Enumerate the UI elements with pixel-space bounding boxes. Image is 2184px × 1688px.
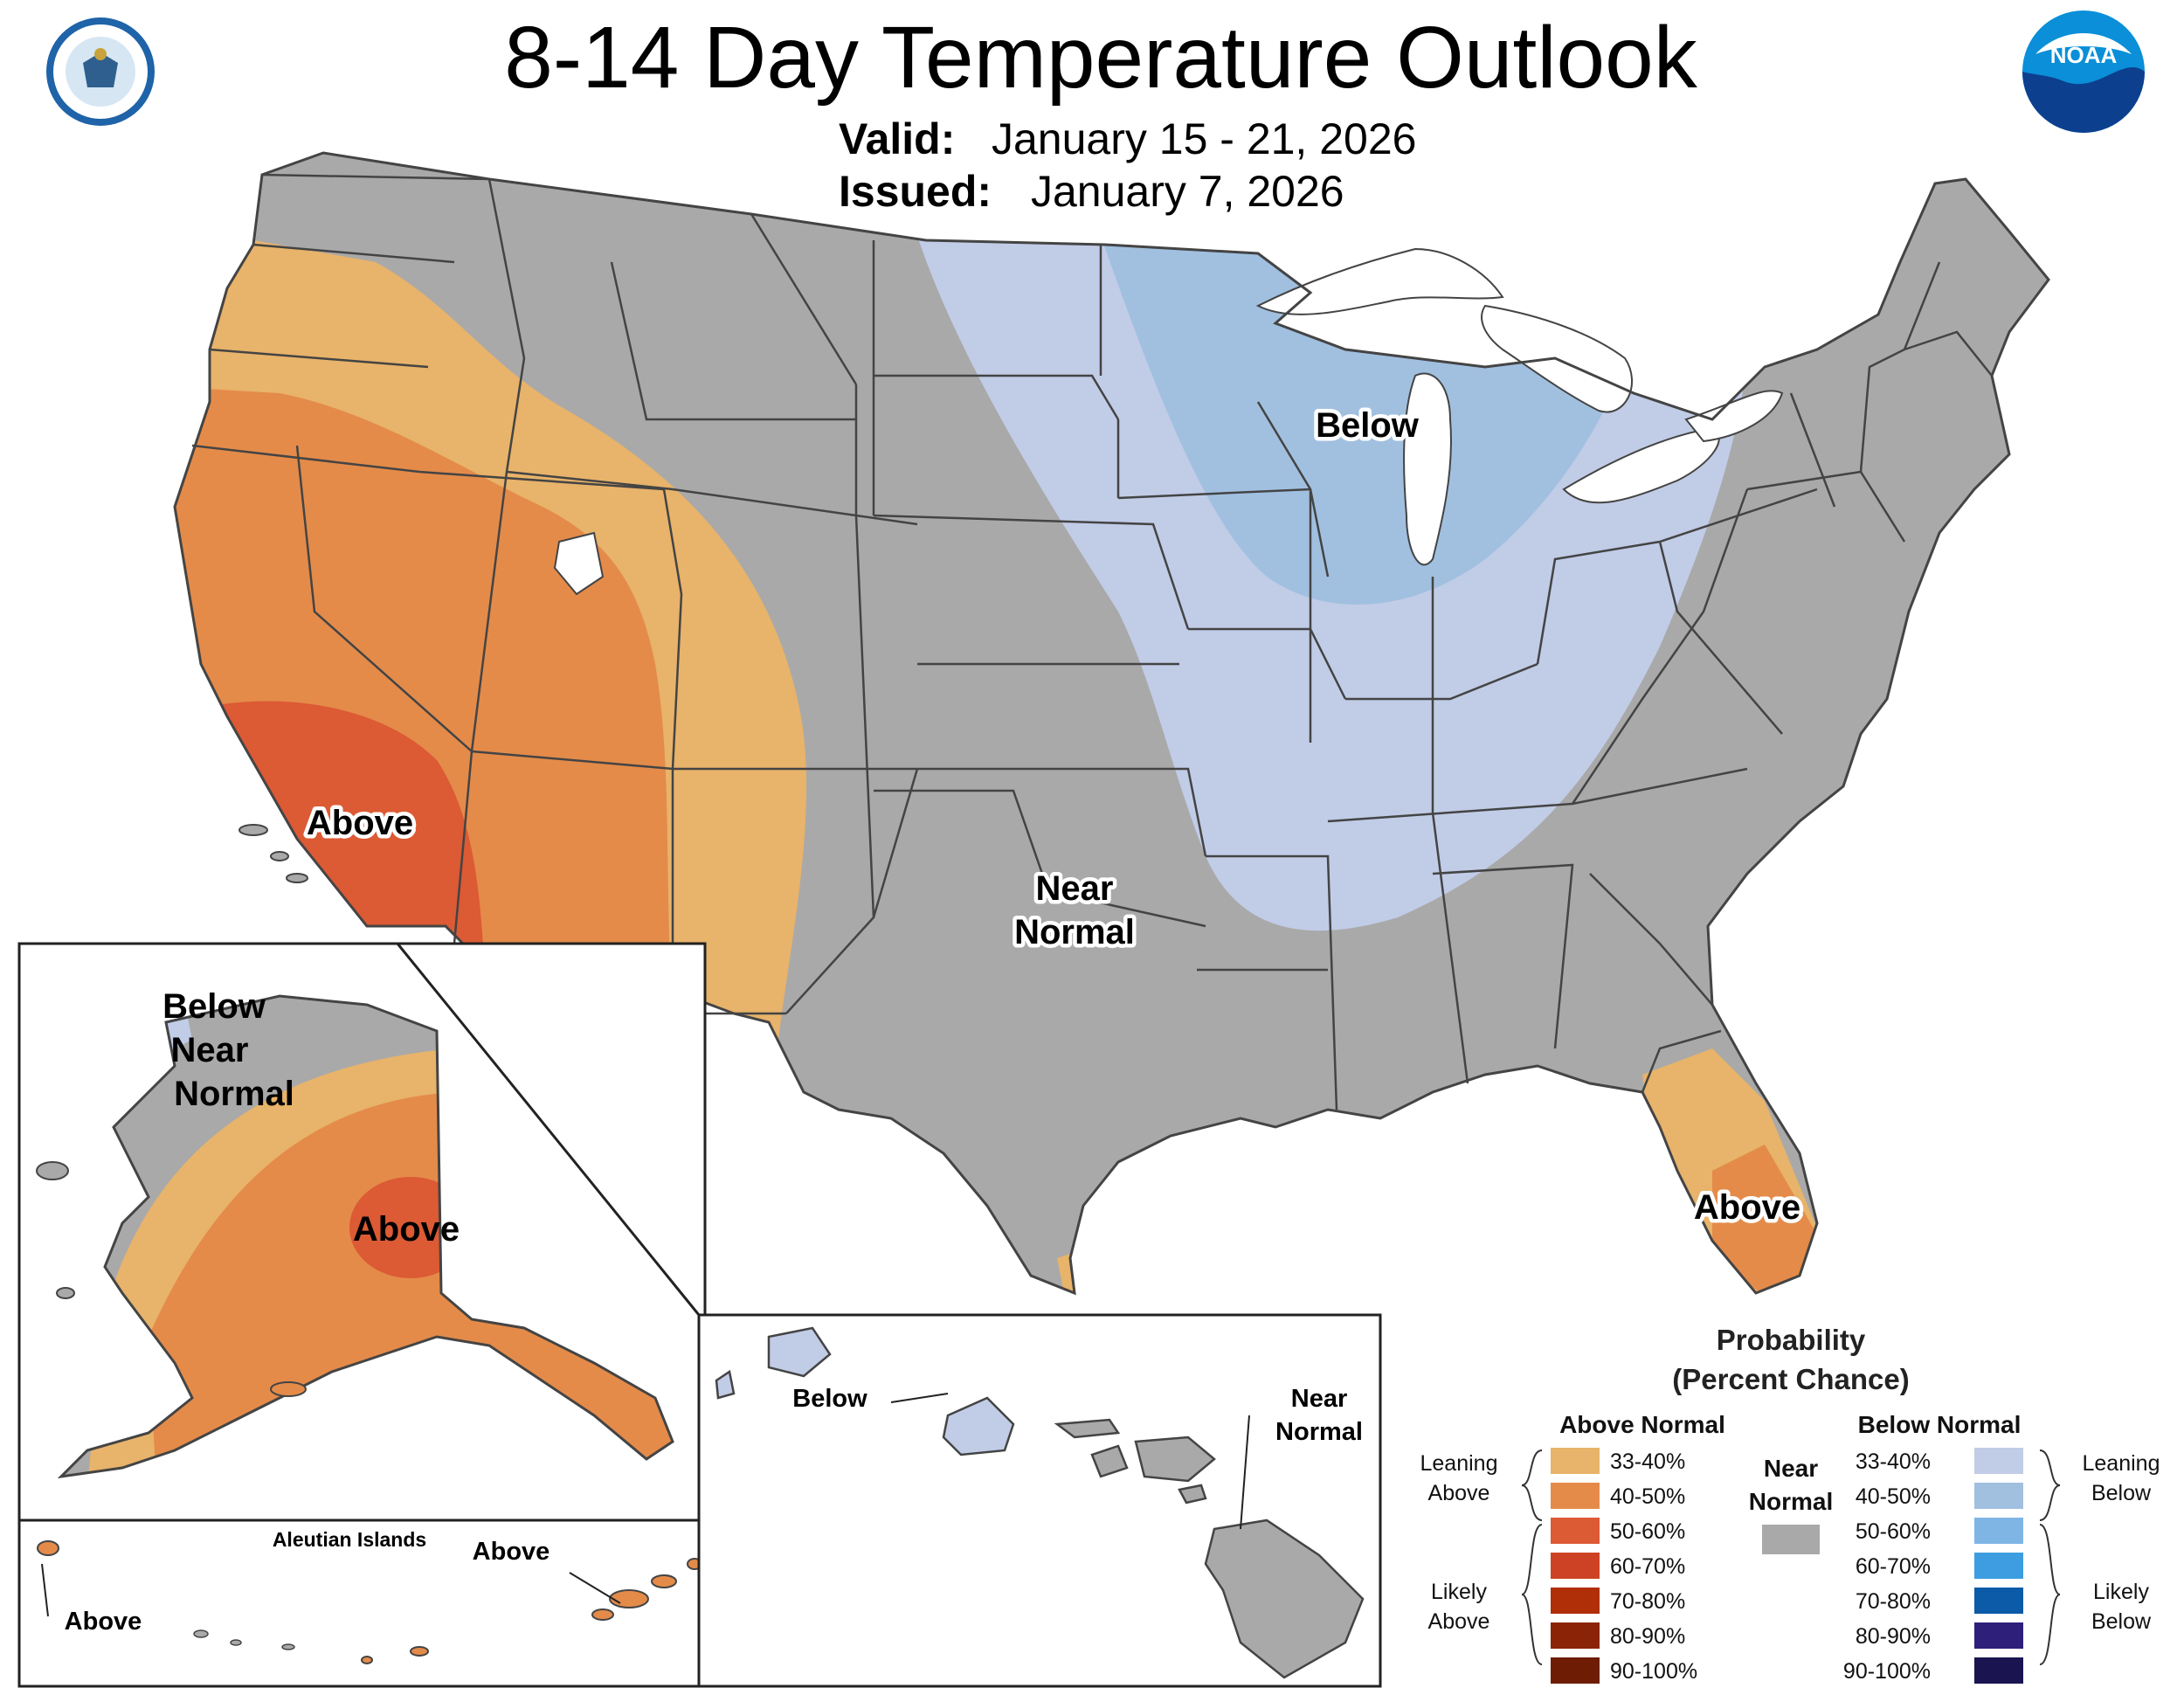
legend-above-label-0: 33-40% [1610,1449,1685,1474]
noaa-logo: NOAA [2022,10,2145,133]
hawaii-near-label-line1: Near [1291,1385,1348,1413]
legend-near-label-line1: Near [1764,1455,1818,1482]
legend-above-swatch-6 [1551,1657,1600,1684]
legend-above-label-4: 70-80% [1610,1589,1685,1614]
legend-below-label-3: 60-70% [1856,1554,1931,1579]
aleutians-above-right-label: Above [473,1538,550,1566]
legend-below-label-2: 50-60% [1856,1519,1931,1544]
hawaii-near-label-line2: Normal [1275,1418,1363,1446]
florida-above-zone [1712,1145,1826,1293]
alaska-near-label-line1: Near [171,1031,249,1069]
legend-below-swatch-1 [1974,1483,2023,1509]
central-near-label-line2: Normal [1014,913,1135,951]
central-near-label-line1: Near [1036,869,1114,908]
legend-likely-below-line2: Below [2091,1609,2152,1634]
valid-label: Valid: [839,114,955,163]
legend-near-swatch [1762,1525,1820,1554]
commerce-seal [46,17,155,126]
legend: Probability (Percent Chance) Above Norma… [1420,1324,2160,1684]
legend-above-swatch-1 [1551,1483,1600,1509]
legend-below-label-1: 40-50% [1856,1484,1931,1509]
state-boundaries [191,173,1993,1110]
legend-below-swatch-0 [1974,1448,2023,1474]
valid-value: January 15 - 21, 2026 [992,114,1416,163]
hawaii-inset: Below Near Normal [697,1313,1382,1688]
legend-below-header: Below Normal [1858,1411,2022,1438]
noaa-logo-text: NOAA [2050,42,2118,68]
alaska-above-label: Above [353,1210,460,1249]
legend-title-line2: (Percent Chance) [1672,1363,1909,1395]
legend-likely-below-line1: Likely [2093,1580,2149,1604]
issued-value: January 7, 2026 [1031,167,1344,216]
legend-leaning-below-line1: Leaning [2083,1451,2160,1476]
legend-above-swatch-2 [1551,1518,1600,1544]
west-above-label: Above [307,804,413,842]
alaska-inset: Below Near Normal Above [17,942,707,1522]
legend-below-label-6: 90-100% [1843,1659,1931,1684]
legend-below-label-0: 33-40% [1856,1449,1931,1474]
issued-label: Issued: [839,167,992,216]
legend-above-swatch-4 [1551,1588,1600,1614]
aleutians-title: Aleutian Islands [273,1528,426,1551]
midwest-below-label: Below [1316,406,1420,445]
legend-below-swatch-5 [1974,1622,2023,1649]
legend-below-swatch-6 [1974,1657,2023,1684]
hawaii-below-label: Below [792,1385,867,1413]
aleutians-inset: Aleutian Islands Above Above [17,1519,707,1688]
legend-below-swatch-3 [1974,1553,2023,1579]
legend-below-swatch-2 [1974,1518,2023,1544]
legend-leaning-above-line2: Above [1428,1481,1490,1505]
legend-above-swatch-5 [1551,1622,1600,1649]
legend-above-label-2: 50-60% [1610,1519,1685,1544]
alaska-below-label: Below [162,987,266,1026]
legend-above-label-1: 40-50% [1610,1484,1685,1509]
legend-above-label-5: 80-90% [1610,1624,1685,1649]
florida-above-label: Above [1694,1188,1800,1227]
alaska-near-label-line2: Normal [174,1075,294,1113]
legend-leaning-above-line1: Leaning [1420,1451,1498,1476]
legend-below-label-4: 70-80% [1856,1589,1931,1614]
legend-likely-above-line2: Above [1428,1609,1490,1634]
legend-above-swatch-3 [1551,1553,1600,1579]
legend-above-bins: 33-40% 40-50% 50-60% 60-70% 70-80% 80-90% 90-1… [1551,1448,1697,1684]
legend-likely-above-line1: Likely [1431,1580,1487,1604]
legend-below-bins: 33-40% 40-50% 50-60% 60-70% 70-80% 80-90% 90-1… [1843,1448,2023,1684]
page-title: 8-14 Day Temperature Outlook [504,9,1698,107]
legend-near-label-line2: Normal [1749,1488,1833,1515]
legend-below-label-5: 80-90% [1856,1624,1931,1649]
aleutians-above-left-label: Above [65,1608,142,1636]
legend-below-swatch-4 [1974,1588,2023,1614]
legend-above-label-6: 90-100% [1610,1659,1697,1684]
legend-above-swatch-0 [1551,1448,1600,1474]
legend-leaning-below-line2: Below [2091,1481,2152,1505]
legend-title-line1: Probability [1717,1324,1866,1356]
legend-above-header: Above Normal [1559,1411,1725,1438]
legend-above-label-3: 60-70% [1610,1554,1685,1579]
